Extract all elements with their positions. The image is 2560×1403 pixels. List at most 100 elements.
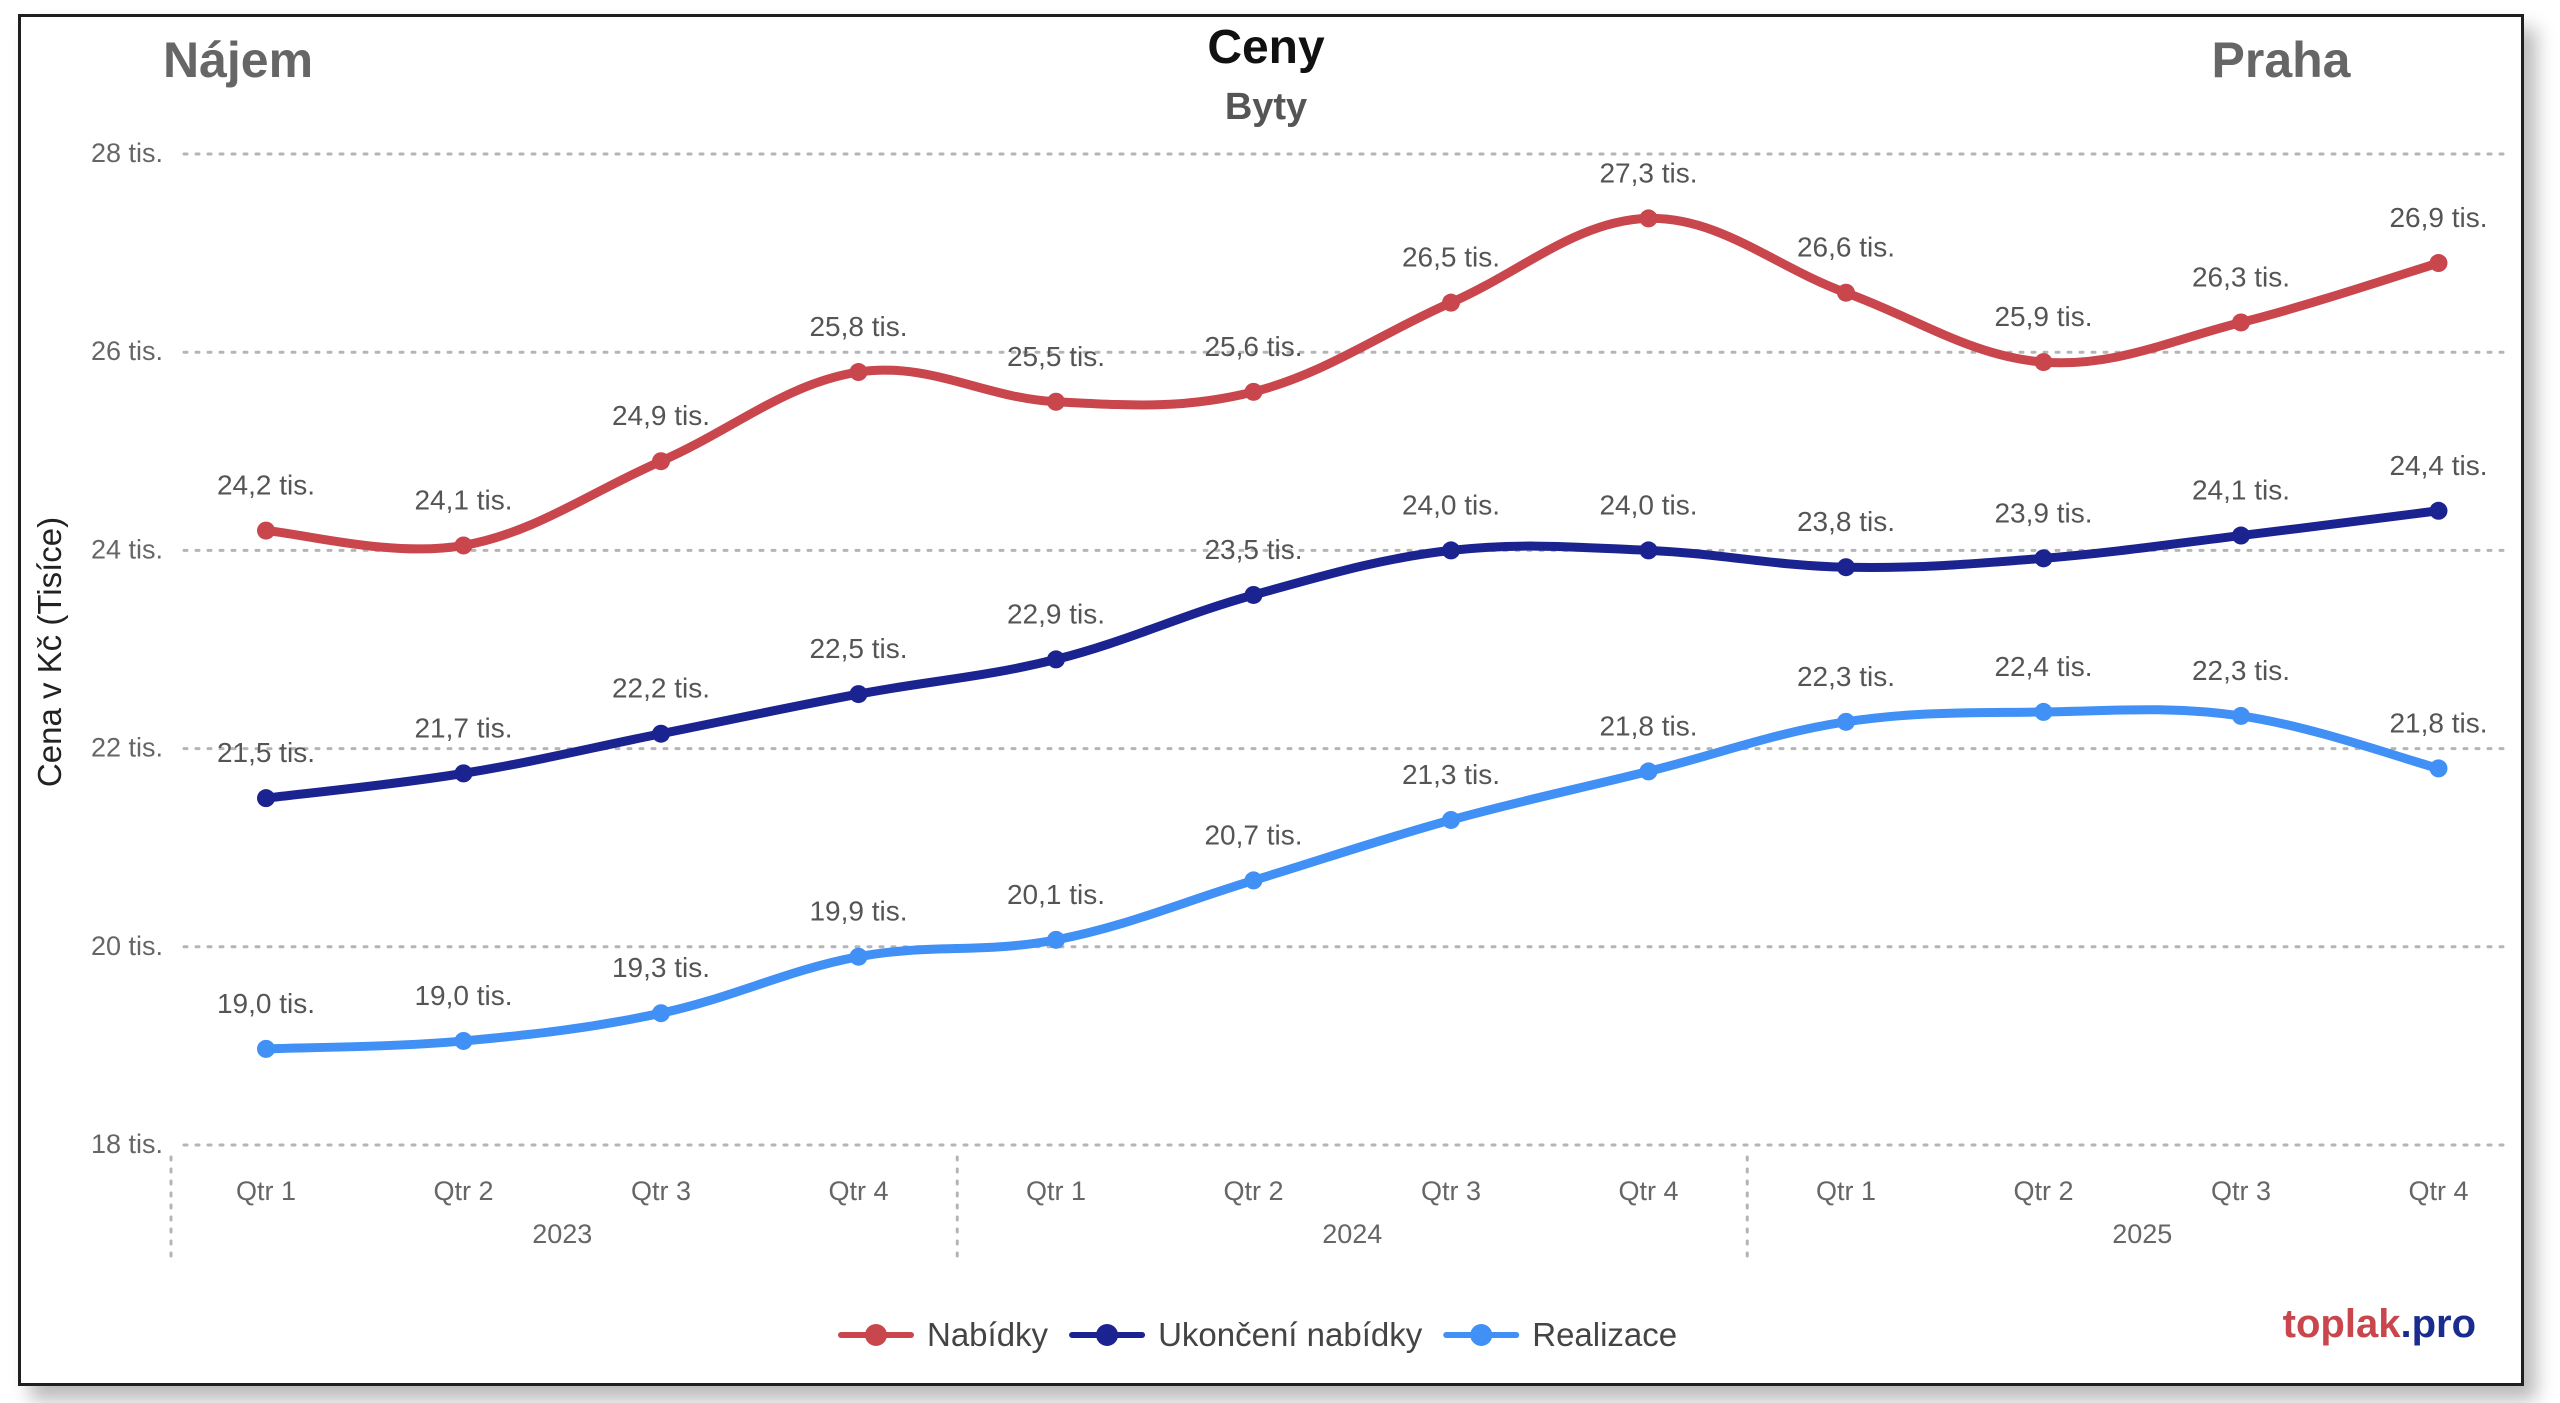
legend-marker-2 xyxy=(1096,1324,1119,1346)
data-label: 22,5 tis. xyxy=(809,633,907,664)
data-label: 25,6 tis. xyxy=(1204,331,1302,362)
y-tick-label: 24 tis. xyxy=(91,534,163,564)
data-point xyxy=(1047,392,1065,411)
legend-label-2: Ukončení nabídky xyxy=(1158,1316,1423,1353)
data-label: 21,7 tis. xyxy=(414,712,512,743)
data-point xyxy=(454,764,473,783)
data-label: 26,9 tis. xyxy=(2389,202,2487,233)
data-point xyxy=(257,1039,275,1058)
data-point xyxy=(1639,762,1658,781)
data-point xyxy=(257,789,275,808)
data-label: 21,5 tis. xyxy=(217,737,315,768)
data-label: 21,8 tis. xyxy=(1599,710,1697,741)
data-label: 24,4 tis. xyxy=(2389,450,2487,481)
data-point xyxy=(2034,702,2053,721)
data-label: 22,3 tis. xyxy=(1797,661,1895,692)
data-label: 23,5 tis. xyxy=(1204,534,1302,565)
data-label: 23,9 tis. xyxy=(1994,497,2092,528)
data-point xyxy=(1442,541,1460,560)
brand-logo-part1: toplak xyxy=(2283,1302,2402,1346)
data-label: 22,3 tis. xyxy=(2192,655,2290,686)
data-point xyxy=(849,685,868,704)
legend-marker-1 xyxy=(865,1324,887,1346)
x-tick-label: Qtr 3 xyxy=(631,1176,691,1206)
data-point xyxy=(1244,382,1263,401)
corner-title-right: Praha xyxy=(2212,32,2352,88)
data-point xyxy=(2232,706,2250,725)
data-label: 23,8 tis. xyxy=(1797,506,1895,537)
chart-title: Ceny xyxy=(1207,21,1325,74)
data-point xyxy=(454,536,473,555)
data-label: 19,0 tis. xyxy=(414,980,512,1011)
legend-item-1[interactable]: Nabídky xyxy=(838,1316,1049,1353)
x-tick-label: Qtr 2 xyxy=(1223,1176,1283,1206)
data-label: 24,9 tis. xyxy=(612,400,710,431)
data-point xyxy=(2429,501,2448,520)
data-label: 19,3 tis. xyxy=(612,952,710,983)
data-point xyxy=(2034,353,2053,372)
y-tick-label: 22 tis. xyxy=(91,733,163,763)
legend-label-1: Nabídky xyxy=(927,1316,1049,1353)
data-point xyxy=(2429,254,2448,273)
data-point xyxy=(1442,293,1460,312)
data-label: 25,5 tis. xyxy=(1007,341,1105,372)
corner-title-left: Nájem xyxy=(163,32,313,88)
x-tick-label: Qtr 4 xyxy=(828,1176,888,1206)
legend-item-3[interactable]: Realizace xyxy=(1443,1316,1677,1353)
data-point xyxy=(257,521,275,540)
data-label: 26,6 tis. xyxy=(1797,232,1895,263)
brand-logo: toplak.pro xyxy=(2283,1302,2476,1346)
data-label: 20,1 tis. xyxy=(1007,879,1105,910)
data-point xyxy=(1244,871,1263,890)
data-label: 21,3 tis. xyxy=(1402,759,1500,790)
line-chart: Nájem Ceny Byty Praha 18 tis. 20 tis. 22 t… xyxy=(31,21,2508,1353)
data-label: 20,7 tis. xyxy=(1204,819,1302,850)
x-tick-label: Qtr 3 xyxy=(2211,1176,2271,1206)
legend-label-3: Realizace xyxy=(1532,1316,1677,1353)
data-point xyxy=(652,452,670,471)
year-label: 2024 xyxy=(1322,1219,1382,1249)
year-label: 2025 xyxy=(2112,1219,2172,1249)
data-point xyxy=(1837,712,1855,731)
data-point xyxy=(1047,930,1065,949)
series-line-1 xyxy=(261,213,2443,554)
x-tick-label: Qtr 2 xyxy=(433,1176,493,1206)
x-tick-label: Qtr 3 xyxy=(1421,1176,1481,1206)
data-label: 22,4 tis. xyxy=(1994,651,2092,682)
chart-subtitle: Byty xyxy=(1225,86,1307,128)
data-label: 26,5 tis. xyxy=(1402,242,1500,273)
data-label: 19,9 tis. xyxy=(809,896,907,927)
chart-frame: Nájem Ceny Byty Praha 18 tis. 20 tis. 22 t… xyxy=(18,14,2524,1386)
series-line-2 xyxy=(261,506,2443,803)
data-label: 22,9 tis. xyxy=(1007,598,1105,629)
data-label: 24,1 tis. xyxy=(414,484,512,515)
data-point xyxy=(1047,650,1065,669)
data-point xyxy=(1639,541,1658,560)
data-point xyxy=(454,1031,473,1050)
data-label: 24,0 tis. xyxy=(1599,489,1697,520)
data-label: 21,8 tis. xyxy=(2389,707,2487,738)
legend-item-2[interactable]: Ukončení nabídky xyxy=(1069,1316,1423,1353)
data-label: 22,2 tis. xyxy=(612,673,710,704)
data-point xyxy=(2034,549,2053,568)
data-point xyxy=(1837,283,1855,302)
x-tick-label: Qtr 4 xyxy=(2408,1176,2468,1206)
data-label: 25,9 tis. xyxy=(1994,301,2092,332)
x-tick-label: Qtr 1 xyxy=(1026,1176,1086,1206)
series-line-3 xyxy=(261,705,2443,1054)
x-tick-label: Qtr 4 xyxy=(1618,1176,1678,1206)
data-label: 19,0 tis. xyxy=(217,988,315,1019)
data-point xyxy=(652,1004,670,1023)
data-point xyxy=(1837,558,1855,577)
data-point xyxy=(1442,810,1460,829)
data-point xyxy=(2429,759,2448,778)
y-tick-label: 20 tis. xyxy=(91,931,163,961)
x-tick-label: Qtr 1 xyxy=(236,1176,296,1206)
data-point xyxy=(849,363,868,382)
brand-logo-part2: .pro xyxy=(2400,1302,2476,1346)
data-label: 26,3 tis. xyxy=(2192,261,2290,292)
year-label: 2023 xyxy=(532,1219,592,1249)
data-point xyxy=(2232,526,2250,545)
data-label: 27,3 tis. xyxy=(1599,157,1697,188)
y-axis-title: Cena v Kč (Tisíce) xyxy=(31,517,68,787)
